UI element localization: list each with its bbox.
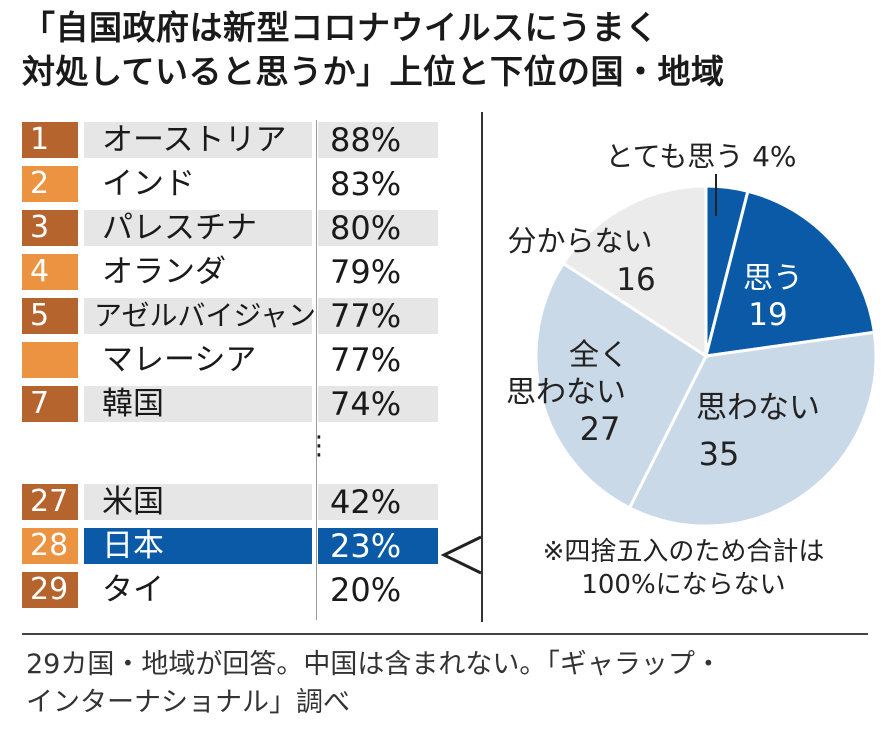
country-cell: オーストリア: [84, 122, 312, 158]
percent-cell: 80%: [318, 210, 438, 246]
country-cell: 韓国: [84, 386, 312, 422]
rank-cell: 5: [22, 298, 78, 334]
table-column-divider: [316, 120, 317, 620]
rank-cell: 29: [22, 572, 78, 608]
percent-cell: 42%: [318, 484, 438, 520]
country-cell: 日本: [84, 528, 312, 564]
percent-cell: 77%: [330, 341, 402, 379]
table-row: 3 パレスチナ 80%: [22, 208, 438, 248]
rank-cell: [22, 342, 78, 378]
table-row-highlighted: 28 日本 23%: [22, 526, 438, 566]
chart-title: 「自国政府は新型コロナウイルスにうまく 対処していると思うか」上位と下位の国・地…: [22, 6, 872, 94]
percent-cell: 79%: [330, 253, 402, 291]
country-cell: 米国: [84, 484, 312, 520]
source-note: 29カ国・地域が回答。中国は含まれない。「ギャラップ・ インターナショナル」調べ: [26, 646, 856, 722]
pie-label-very-think: とても思う 4%: [605, 140, 796, 173]
pie-label-dunno: 分からない: [507, 224, 652, 258]
table-row: 7 韓国 74%: [22, 384, 438, 424]
percent-cell: 23%: [318, 528, 438, 564]
rounding-note: ※四捨五入のため合計は 100%にならない: [496, 536, 871, 602]
note-line-1: ※四捨五入のため合計は: [542, 537, 825, 567]
rank-cell: 1: [22, 122, 78, 158]
rank-cell: 7: [22, 386, 78, 422]
vertical-ellipsis: ⋮: [306, 431, 332, 461]
country-cell: オランダ: [102, 254, 226, 290]
pie-label-never-1: 全く: [569, 338, 629, 373]
pie-value-not-think: 35: [699, 435, 740, 473]
note-line-2: 100%にならない: [581, 570, 786, 600]
pie-label-think: 思う: [743, 261, 803, 296]
title-line-2: 対処していると思うか」上位と下位の国・地域: [22, 52, 725, 91]
country-cell: アゼルバイジャン: [84, 298, 316, 334]
percent-cell: 77%: [318, 298, 438, 334]
title-line-1: 「自国政府は新型コロナウイルスにうまく: [22, 8, 659, 47]
source-line-1: 29カ国・地域が回答。中国は含まれない。「ギャラップ・: [26, 649, 722, 680]
country-cell: パレスチナ: [84, 210, 312, 246]
table-row: 29 タイ 20%: [22, 570, 438, 610]
section-divider: [481, 112, 483, 622]
source-line-2: インターナショナル」調べ: [26, 687, 350, 718]
pie-chart: とても思う 4% 思う 19 思わない 35 全く 思わない 27 分からない …: [506, 140, 876, 528]
table-row: 1 オーストリア 88%: [22, 120, 438, 160]
rank-cell: 3: [22, 210, 78, 246]
rank-cell: 28: [22, 528, 78, 564]
percent-cell: 74%: [318, 386, 438, 422]
percent-cell: 88%: [318, 122, 438, 158]
slice-not-think: [627, 330, 876, 528]
footer-divider: [22, 633, 868, 635]
country-cell: マレーシア: [102, 342, 257, 378]
pie-value-never: 27: [580, 410, 621, 448]
slice-dont-know: [561, 184, 708, 359]
slice-never-think: [534, 261, 708, 510]
percent-cell: 20%: [330, 571, 402, 609]
country-cell: インド: [102, 166, 195, 202]
rank-cell: 4: [22, 254, 78, 290]
percent-cell: 83%: [330, 165, 402, 203]
rank-cell: 27: [22, 484, 78, 520]
pie-label-not-think: 思わない: [696, 390, 820, 426]
table-row: 27 米国 42%: [22, 482, 438, 522]
pie-value-dunno: 16: [616, 262, 655, 298]
bracket-pointer: [440, 535, 482, 575]
table-row: マレーシア 77%: [22, 340, 438, 380]
table-row: 4 オランダ 79%: [22, 252, 438, 292]
pie-value-think: 19: [748, 297, 787, 333]
country-cell: タイ: [102, 572, 164, 608]
pie-label-never-2: 思わない: [506, 375, 626, 410]
table-row: 2 インド 83%: [22, 164, 438, 204]
rank-cell: 2: [22, 166, 78, 202]
slice-think: [703, 189, 876, 358]
table-row: 5 アゼルバイジャン 77%: [22, 296, 438, 336]
